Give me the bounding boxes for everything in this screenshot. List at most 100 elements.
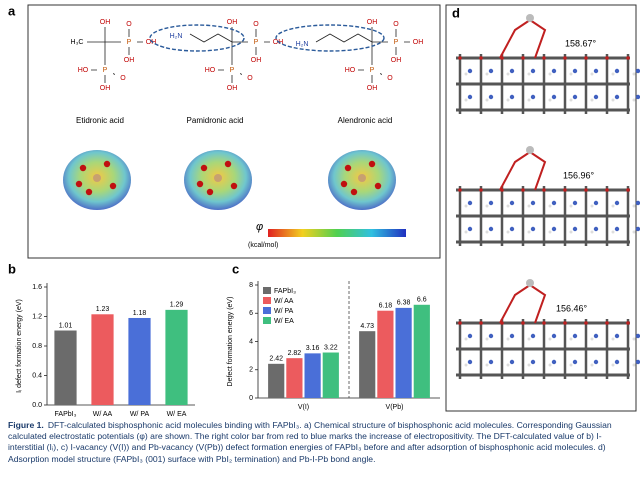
iodide: [605, 56, 609, 60]
atom: [75, 180, 83, 188]
atom-label: OH: [367, 85, 378, 92]
atom: [548, 337, 552, 341]
atom: [632, 230, 636, 234]
atom: [548, 98, 552, 102]
bar: [304, 353, 321, 398]
atom: [527, 72, 531, 76]
adsorbate-atom: [526, 279, 534, 287]
cation: [635, 359, 640, 365]
atom: [109, 182, 117, 190]
atom: [590, 337, 594, 341]
iodide: [605, 188, 609, 192]
x-tick-label: FAPbI₃: [55, 411, 77, 418]
atom: [464, 204, 468, 208]
atom: [485, 72, 489, 76]
value-label: 1.23: [96, 306, 110, 313]
cation: [572, 94, 578, 100]
legend-swatch: [263, 297, 271, 304]
cation: [614, 94, 620, 100]
bar: [322, 352, 339, 398]
value-label: 2.82: [288, 350, 302, 357]
cation: [509, 94, 515, 100]
atom: [196, 180, 204, 188]
bond-angle: 156.46°: [556, 303, 588, 313]
atom-label: O: [247, 75, 253, 82]
tail-label: H₃C: [71, 39, 84, 46]
atom-bg: [75, 65, 91, 75]
cation: [614, 200, 620, 206]
atom-label: P: [103, 67, 108, 74]
atom-label: OH: [391, 57, 402, 64]
highlight: [275, 24, 385, 52]
atom-bg: [388, 37, 404, 47]
atom-bg: [342, 65, 358, 75]
iodide: [458, 188, 462, 192]
cation: [488, 333, 494, 339]
atom: [569, 98, 573, 102]
bar: [359, 331, 376, 398]
value-label: 1.29: [170, 302, 184, 309]
atom-label: O: [120, 75, 126, 82]
adsorbate-atom: [526, 14, 534, 22]
iodide: [542, 188, 546, 192]
panel-d-frame: [445, 4, 637, 412]
cation: [635, 68, 640, 74]
atom-label: HO: [205, 67, 216, 74]
atom: [590, 72, 594, 76]
x-tick-label: V(I): [298, 404, 309, 411]
atom-label: OH: [227, 85, 238, 92]
atom: [485, 98, 489, 102]
iodide: [626, 188, 630, 192]
colorbar-unit: (kcal/mol): [248, 242, 278, 249]
atom: [548, 72, 552, 76]
atom: [350, 188, 358, 196]
y-tick-label: 6: [249, 310, 253, 317]
cation: [635, 226, 640, 232]
atom: [485, 230, 489, 234]
atom-bg: [364, 65, 380, 75]
cation: [530, 359, 536, 365]
atom-label: P: [370, 67, 375, 74]
atom-label: P: [394, 39, 399, 46]
atom: [506, 230, 510, 234]
iodide: [479, 321, 483, 325]
cation: [530, 200, 536, 206]
atom-bg: [121, 37, 137, 47]
cation: [593, 226, 599, 232]
atom-label: OH: [413, 39, 424, 46]
value-label: 1.18: [133, 310, 147, 317]
cation: [572, 200, 578, 206]
value-label: 6.38: [397, 300, 411, 307]
atom-label: O: [387, 75, 393, 82]
atom: [464, 98, 468, 102]
atom-label: HO: [345, 67, 356, 74]
caption-text: DFT-calculated bisphosphonic acid molecu…: [8, 420, 612, 464]
chain: [189, 33, 233, 43]
y-tick-label: 0.0: [32, 402, 42, 409]
atom: [527, 363, 531, 367]
iodide: [521, 321, 525, 325]
molecule-name: Alendronic acid: [338, 116, 393, 125]
atom: [590, 98, 594, 102]
highlight: [149, 24, 245, 52]
bar: [395, 307, 412, 398]
atom-bg: [224, 65, 240, 75]
bond-angle: 158.67°: [565, 38, 597, 48]
bar: [165, 309, 188, 405]
atom-bg: [388, 55, 404, 65]
y-tick-label: 2: [249, 367, 253, 374]
panel-label: d: [452, 5, 460, 20]
atom-bg: [115, 73, 131, 83]
atom-label: OH: [124, 57, 135, 64]
atom: [224, 160, 232, 168]
atom-bg: [388, 19, 404, 29]
atom: [632, 363, 636, 367]
atom: [344, 164, 352, 172]
cation: [488, 200, 494, 206]
cation: [635, 333, 640, 339]
bar: [377, 310, 394, 398]
legend-label: FAPbI₃: [274, 288, 296, 295]
atom: [93, 174, 101, 182]
y-tick-label: 0.4: [32, 372, 42, 379]
y-tick-label: 0: [249, 395, 253, 402]
